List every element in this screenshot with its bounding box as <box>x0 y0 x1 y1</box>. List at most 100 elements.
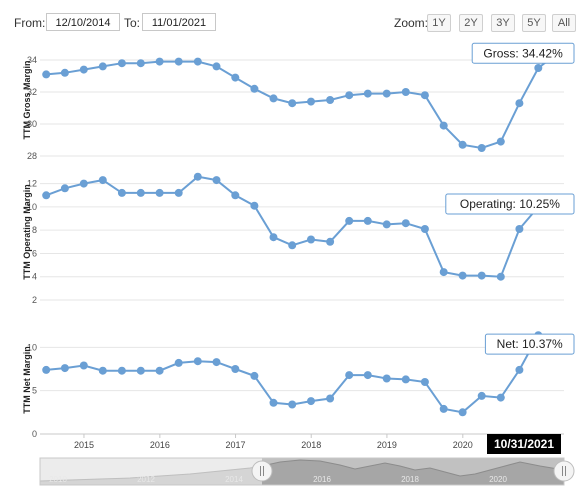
data-point[interactable] <box>136 366 145 375</box>
data-point[interactable] <box>269 398 278 407</box>
data-point[interactable] <box>98 176 107 185</box>
x-tick-label: 2017 <box>226 440 246 450</box>
data-point[interactable] <box>345 91 354 100</box>
data-point[interactable] <box>420 225 429 233</box>
data-point[interactable] <box>307 97 315 106</box>
data-point[interactable] <box>250 84 259 93</box>
data-point[interactable] <box>79 361 88 370</box>
data-point[interactable] <box>515 365 524 374</box>
data-point[interactable] <box>326 394 335 403</box>
data-point[interactable] <box>288 241 297 250</box>
data-point[interactable] <box>60 364 69 373</box>
data-point[interactable] <box>307 235 315 244</box>
data-point[interactable] <box>401 375 410 384</box>
handle-circle[interactable] <box>251 460 273 482</box>
data-point[interactable] <box>250 371 259 380</box>
zoom-2y-button[interactable]: 2Y <box>459 14 483 32</box>
data-point[interactable] <box>269 233 278 242</box>
data-point[interactable] <box>477 271 486 280</box>
data-point[interactable] <box>231 191 240 200</box>
data-point[interactable] <box>42 365 51 374</box>
data-point[interactable] <box>363 89 372 98</box>
data-point[interactable] <box>155 57 164 66</box>
data-point[interactable] <box>307 397 315 406</box>
navigator-series-line <box>39 459 565 482</box>
data-point[interactable] <box>515 225 524 233</box>
data-point[interactable] <box>477 391 486 400</box>
data-point[interactable] <box>496 272 505 281</box>
data-point[interactable] <box>288 400 297 409</box>
data-point[interactable] <box>117 188 126 197</box>
x-axis: 2015 2016 2017 2018 2019 2020 10/31/2021 <box>40 433 564 454</box>
navigator[interactable]: 2010 2012 2014 2016 2018 2020 <box>39 457 575 486</box>
data-point[interactable] <box>193 357 202 366</box>
zoom-5y-button[interactable]: 5Y <box>522 14 546 32</box>
data-point[interactable] <box>60 184 69 193</box>
data-point[interactable] <box>269 94 278 103</box>
data-point[interactable] <box>458 140 467 149</box>
data-point[interactable] <box>79 65 88 74</box>
data-point[interactable] <box>439 268 448 277</box>
navigator-selected-range[interactable] <box>262 458 564 485</box>
data-point[interactable] <box>345 216 354 225</box>
data-point[interactable] <box>458 271 467 280</box>
data-point[interactable] <box>345 371 354 380</box>
data-point[interactable] <box>250 201 259 210</box>
from-date-input[interactable]: 12/10/2014 <box>46 13 120 31</box>
data-point[interactable] <box>42 191 51 200</box>
data-point[interactable] <box>136 59 145 68</box>
data-point[interactable] <box>496 393 505 402</box>
zoom-1y-button[interactable]: 1Y <box>427 14 451 32</box>
data-point[interactable] <box>212 358 221 367</box>
data-point[interactable] <box>382 89 391 98</box>
data-point[interactable] <box>326 96 335 104</box>
data-point[interactable] <box>117 59 126 68</box>
data-point[interactable] <box>401 219 410 228</box>
data-point[interactable] <box>439 404 448 413</box>
data-point[interactable] <box>231 365 240 373</box>
data-point[interactable] <box>174 188 183 197</box>
hover-date-box <box>487 434 561 454</box>
data-point[interactable] <box>420 378 429 386</box>
data-point[interactable] <box>382 220 391 229</box>
data-point[interactable] <box>534 64 543 72</box>
data-point[interactable] <box>193 57 202 66</box>
data-point[interactable] <box>212 176 221 185</box>
data-point[interactable] <box>382 374 391 383</box>
data-point[interactable] <box>155 188 164 197</box>
data-point[interactable] <box>212 62 221 71</box>
data-point[interactable] <box>98 62 107 71</box>
data-point[interactable] <box>496 137 505 146</box>
handle-circle[interactable] <box>553 460 575 482</box>
navigator-left-handle[interactable] <box>251 460 273 482</box>
data-point[interactable] <box>60 68 69 77</box>
data-point[interactable] <box>42 70 51 79</box>
zoom-3y-button[interactable]: 3Y <box>491 14 515 32</box>
data-point[interactable] <box>363 371 372 380</box>
data-point[interactable] <box>401 88 410 96</box>
data-point[interactable] <box>288 99 297 108</box>
data-point[interactable] <box>79 179 88 188</box>
navigator-series-area <box>40 460 564 485</box>
data-point[interactable] <box>155 366 164 375</box>
y-tick-label: 0 <box>32 429 37 439</box>
data-point[interactable] <box>174 57 183 66</box>
data-point[interactable] <box>439 121 448 130</box>
data-point[interactable] <box>515 99 524 108</box>
data-point[interactable] <box>458 408 467 417</box>
data-point[interactable] <box>477 144 486 152</box>
data-point[interactable] <box>136 188 145 197</box>
data-point[interactable] <box>193 172 202 181</box>
data-point[interactable] <box>326 237 335 246</box>
data-point[interactable] <box>420 91 429 100</box>
navigator-right-handle[interactable] <box>553 460 575 482</box>
to-date-input[interactable]: 11/01/2021 <box>142 13 216 31</box>
data-point[interactable] <box>174 358 183 367</box>
data-point[interactable] <box>98 366 107 375</box>
data-point[interactable] <box>363 216 372 225</box>
tooltip-box <box>484 333 575 355</box>
zoom-all-button[interactable]: All <box>552 14 576 32</box>
data-point[interactable] <box>117 366 126 375</box>
data-point[interactable] <box>231 73 240 82</box>
